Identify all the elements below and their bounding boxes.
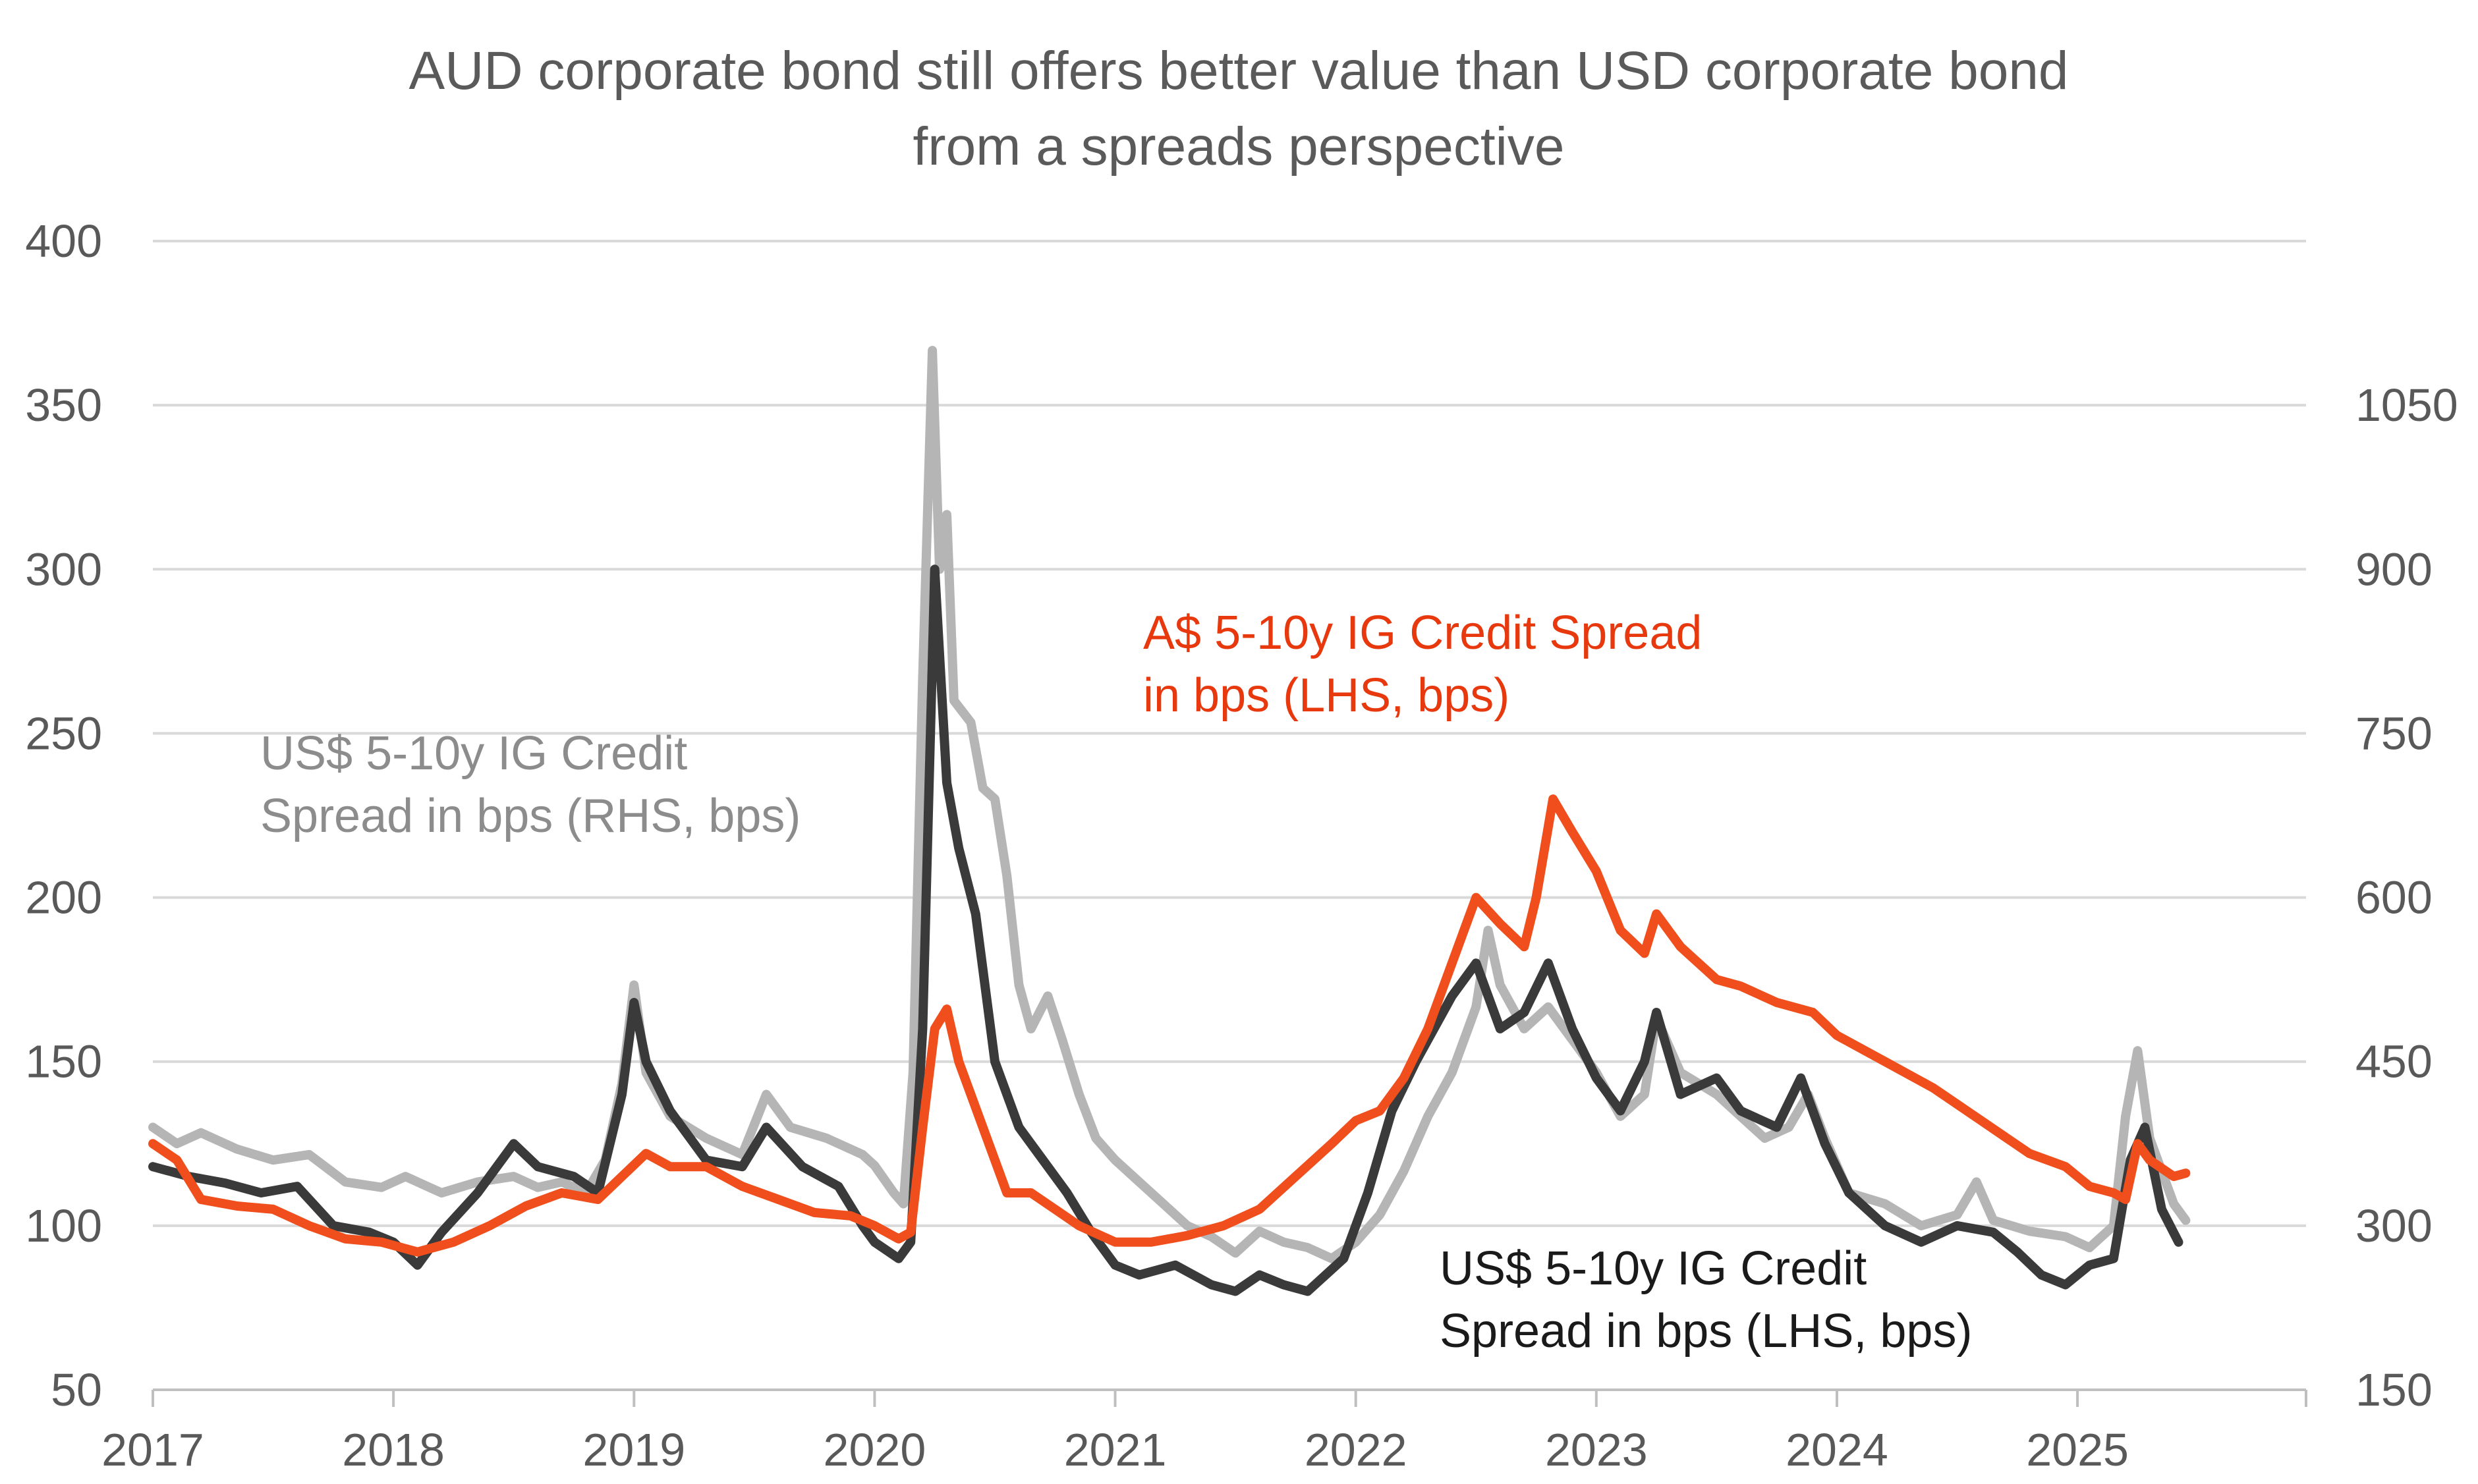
annotation-aud-line-1: A$ 5-10y IG Credit Spread <box>1143 607 1702 659</box>
y-right-tick-label: 1050 <box>2355 379 2458 431</box>
x-tick-label: 2019 <box>582 1424 685 1475</box>
annotation-usd-lhs-line-2: Spread in bps (LHS, bps) <box>1440 1305 1972 1358</box>
annotation-usd-rhs-line-1: US$ 5-10y IG Credit <box>260 727 687 780</box>
y-right-tick-label: 750 <box>2355 707 2433 759</box>
x-tick-label: 2025 <box>2026 1424 2129 1475</box>
y-left-tick-label: 200 <box>25 872 102 923</box>
series <box>148 346 2191 1296</box>
gridlines <box>153 240 2306 1227</box>
y-right-tick-label: 300 <box>2355 1200 2433 1251</box>
y-right-tick-label: 150 <box>2355 1364 2433 1415</box>
y-right-tick-label: 900 <box>2355 543 2433 595</box>
y-left-tick-label: 300 <box>25 543 102 595</box>
y-left-tick-label: 100 <box>25 1200 102 1251</box>
x-tick-label: 2023 <box>1545 1424 1648 1475</box>
x-tick-label: 2024 <box>1786 1424 1888 1475</box>
x-tick-label: 2017 <box>101 1424 204 1475</box>
y-left-tick-label: 50 <box>51 1364 102 1415</box>
y-right-tick-label: 600 <box>2355 872 2433 923</box>
x-tick-label: 2021 <box>1064 1424 1167 1475</box>
x-tick-label: 2022 <box>1305 1424 1407 1475</box>
y-left-tick-label: 250 <box>25 707 102 759</box>
y-left-tick-label: 150 <box>25 1036 102 1087</box>
chart-title-line-2: from a spreads perspective <box>913 117 1564 177</box>
y-right-tick-label: 450 <box>2355 1036 2433 1087</box>
axes: 50 100 150 200 250 300 350 400 150 300 450 600 750 90… <box>25 215 2458 1475</box>
y-left-tick-label: 400 <box>25 215 102 267</box>
series-line-usd_lhs <box>148 564 2183 1296</box>
annotation-aud-line-2: in bps (LHS, bps) <box>1143 669 1509 722</box>
x-tick-label: 2020 <box>824 1424 926 1475</box>
x-tick-label: 2018 <box>342 1424 445 1475</box>
annotation-usd-lhs-line-1: US$ 5-10y IG Credit <box>1440 1242 1867 1295</box>
annotation-usd-rhs-line-2: Spread in bps (RHS, bps) <box>260 790 801 842</box>
chart-title-line-1: AUD corporate bond still offers better v… <box>408 41 2068 101</box>
series-line-aud <box>148 794 2191 1257</box>
y-left-tick-label: 350 <box>25 379 102 431</box>
